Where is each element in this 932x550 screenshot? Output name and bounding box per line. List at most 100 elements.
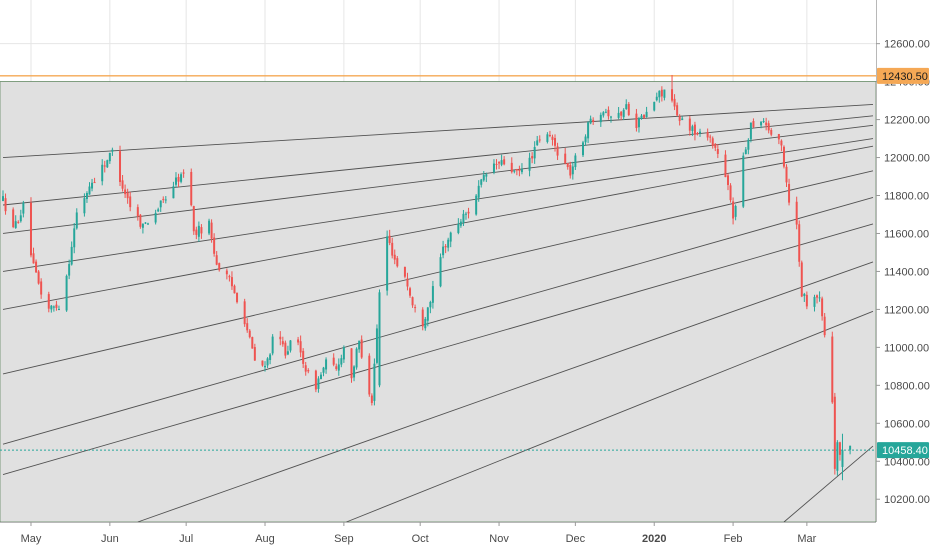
- candle-down[interactable]: [314, 369, 317, 393]
- candle-down[interactable]: [119, 145, 122, 187]
- candle-down[interactable]: [693, 121, 696, 141]
- candle-down[interactable]: [816, 294, 819, 304]
- candle-down[interactable]: [126, 188, 129, 204]
- candle-down[interactable]: [800, 260, 803, 298]
- candle-up[interactable]: [462, 209, 465, 227]
- candle-down[interactable]: [396, 255, 399, 268]
- candle-down[interactable]: [706, 128, 709, 141]
- candle-up[interactable]: [426, 306, 429, 327]
- candle-down[interactable]: [162, 196, 165, 203]
- candle-up[interactable]: [319, 372, 322, 380]
- candle-down[interactable]: [554, 134, 557, 152]
- candle-up[interactable]: [172, 181, 175, 199]
- candle-up[interactable]: [14, 215, 17, 229]
- candle-down[interactable]: [716, 144, 719, 159]
- candle-up[interactable]: [571, 161, 574, 180]
- candle-down[interactable]: [788, 178, 791, 206]
- candle-up[interactable]: [75, 208, 78, 230]
- candle-up[interactable]: [154, 209, 157, 225]
- fan-line[interactable]: [2, 115, 874, 206]
- candle-down[interactable]: [592, 117, 595, 125]
- candle-up[interactable]: [609, 115, 612, 123]
- candle-up[interactable]: [653, 101, 656, 112]
- candle-down[interactable]: [177, 173, 180, 188]
- candle-up[interactable]: [22, 200, 25, 218]
- candle-up[interactable]: [429, 300, 432, 314]
- candle-up[interactable]: [269, 353, 272, 365]
- candle-down[interactable]: [414, 304, 417, 313]
- candle-up[interactable]: [386, 230, 389, 296]
- candle-down[interactable]: [752, 118, 755, 128]
- fan-line[interactable]: [2, 145, 874, 310]
- candle-up[interactable]: [355, 347, 358, 370]
- candle-down[interactable]: [767, 120, 770, 134]
- candle-down[interactable]: [566, 163, 569, 170]
- candle-up[interactable]: [645, 106, 648, 118]
- candle-up[interactable]: [637, 116, 640, 133]
- candle-up[interactable]: [286, 345, 289, 356]
- candle-down[interactable]: [444, 244, 447, 254]
- x-axis-panel[interactable]: [0, 522, 932, 550]
- candle-down[interactable]: [643, 114, 646, 119]
- candle-up[interactable]: [546, 132, 549, 144]
- candle-down[interactable]: [284, 340, 287, 359]
- candle-up[interactable]: [375, 324, 378, 365]
- candle-down[interactable]: [838, 441, 841, 461]
- candle-up[interactable]: [589, 115, 592, 125]
- candle-down[interactable]: [248, 329, 251, 339]
- candle-down[interactable]: [503, 156, 506, 166]
- candle-down[interactable]: [279, 331, 282, 346]
- candle-up[interactable]: [50, 304, 53, 313]
- fan-line[interactable]: [2, 170, 874, 375]
- candle-up[interactable]: [533, 141, 536, 164]
- candle-down[interactable]: [17, 220, 20, 224]
- candle-up[interactable]: [459, 218, 462, 228]
- candle-down[interactable]: [688, 115, 691, 136]
- candle-down[interactable]: [225, 268, 228, 280]
- candle-up[interactable]: [108, 152, 111, 164]
- candle-up[interactable]: [818, 291, 821, 302]
- candle-up[interactable]: [141, 223, 144, 234]
- candle-up[interactable]: [378, 289, 381, 388]
- candle-up[interactable]: [322, 366, 325, 377]
- candle-down[interactable]: [673, 94, 676, 111]
- y-axis-panel[interactable]: [876, 0, 932, 550]
- candle-down[interactable]: [777, 133, 780, 145]
- candle-up[interactable]: [373, 358, 376, 406]
- candle-down[interactable]: [35, 259, 38, 273]
- candle-up[interactable]: [431, 280, 434, 309]
- candle-up[interactable]: [625, 99, 628, 110]
- candle-down[interactable]: [727, 173, 729, 191]
- candle-up[interactable]: [147, 222, 149, 225]
- candle-up[interactable]: [317, 376, 320, 393]
- candle-up[interactable]: [442, 240, 445, 259]
- candle-up[interactable]: [52, 305, 55, 312]
- candle-up[interactable]: [340, 354, 343, 368]
- candle-down[interactable]: [391, 237, 394, 259]
- candle-up[interactable]: [520, 163, 523, 175]
- candle-up[interactable]: [68, 259, 71, 280]
- candle-up[interactable]: [480, 178, 483, 188]
- candle-up[interactable]: [2, 190, 4, 202]
- candle-up[interactable]: [536, 135, 539, 146]
- candle-down[interactable]: [388, 229, 391, 246]
- candle-up[interactable]: [762, 118, 765, 124]
- candle-down[interactable]: [714, 143, 717, 152]
- candle-down[interactable]: [409, 286, 412, 298]
- candle-down[interactable]: [233, 284, 236, 294]
- candle-down[interactable]: [103, 160, 106, 173]
- candle-down[interactable]: [676, 102, 679, 117]
- candle-up[interactable]: [582, 140, 584, 157]
- fan-line[interactable]: [137, 261, 874, 523]
- candle-down[interactable]: [711, 136, 714, 149]
- candle-down[interactable]: [32, 247, 35, 264]
- candle-up[interactable]: [264, 361, 267, 372]
- candle-down[interactable]: [823, 313, 826, 338]
- candle-down[interactable]: [4, 193, 7, 215]
- candle-up[interactable]: [88, 182, 91, 195]
- candle-down[interactable]: [350, 348, 353, 383]
- candle-down[interactable]: [55, 300, 58, 311]
- candle-up[interactable]: [813, 294, 816, 312]
- candle-up[interactable]: [325, 357, 328, 374]
- candle-down[interactable]: [782, 145, 785, 169]
